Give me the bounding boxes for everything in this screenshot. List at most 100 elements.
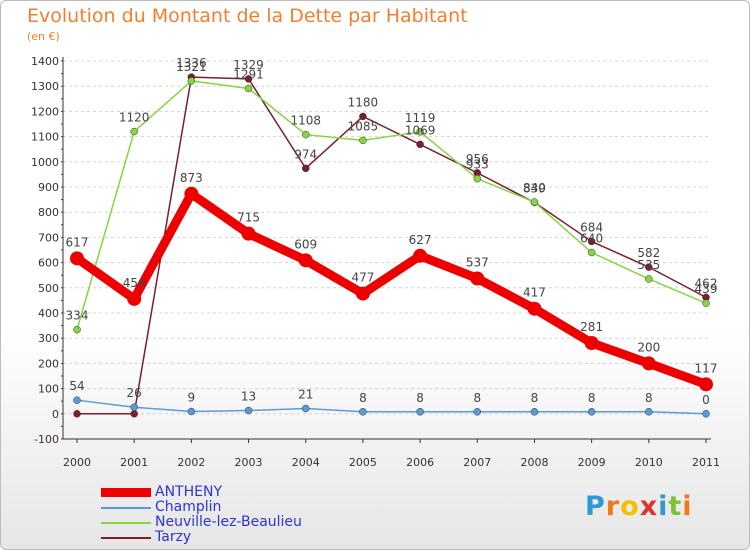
data-point [413,248,428,263]
data-point [73,396,81,404]
legend-item: Champlin [101,500,302,515]
data-label: 1291 [233,67,264,81]
x-tick-label: 2004 [292,456,320,469]
legend-label: ANTHENY [155,484,222,500]
data-label: 933 [466,158,489,172]
legend-item: ANTHENY [101,485,302,500]
data-label: 535 [637,258,660,272]
legend-item: Neuville-lez-Beaulieu [101,515,302,530]
x-tick-label: 2007 [463,456,491,469]
data-point [587,237,596,246]
data-point [527,301,542,316]
data-point [70,251,84,266]
data-label: 9 [188,391,196,405]
data-point [187,77,196,85]
data-label: 8 [531,391,539,405]
data-point [130,403,138,411]
data-point [244,84,253,93]
data-point [645,275,653,283]
data-point [298,253,313,268]
data-point [416,128,424,136]
data-label: 715 [237,211,260,225]
data-point [470,271,485,286]
x-tick-label: 2001 [120,456,148,469]
data-label: 8 [359,391,367,405]
data-label: 1336 [176,56,207,70]
y-tick-label: 0 [52,408,59,421]
data-label: 840 [523,181,546,195]
data-point [587,408,596,416]
data-label: 640 [580,232,603,246]
logo-letter: P [585,491,606,522]
data-label: 417 [523,286,546,300]
y-tick-label: 1300 [31,80,59,93]
logo-letter: t [668,491,683,522]
data-point [645,263,653,271]
data-label: 200 [637,340,660,354]
x-tick-label: 2010 [635,456,663,469]
data-point [530,408,539,416]
y-tick-label: 300 [38,332,59,345]
legend-swatch [101,506,151,509]
series-line-tarzy [76,76,707,415]
data-label: 1108 [290,114,321,128]
data-point [702,410,710,418]
data-point [301,130,310,139]
data-label: 8 [473,391,481,405]
data-point [127,291,142,306]
data-point [301,404,310,413]
data-point [359,136,367,145]
y-tick-label: 700 [38,231,59,244]
legend-label: Neuville-lez-Beaulieu [155,514,302,530]
data-point [187,407,196,416]
data-point [645,408,653,416]
data-label: 477 [351,271,374,285]
x-tick-label: 2000 [63,456,91,469]
data-point [359,408,367,416]
y-tick-label: 1100 [31,131,59,144]
logo-letter: x [639,491,659,522]
data-point [244,75,253,83]
y-tick-label: 1200 [31,105,59,118]
x-tick-label: 2003 [235,456,263,469]
legend-swatch [101,521,151,524]
chart-title: Evolution du Montant de la Dette par Hab… [27,5,468,27]
x-tick-label: 2005 [349,456,377,469]
data-label: 8 [645,391,653,405]
data-label: 1085 [348,119,379,133]
y-tick-label: 1400 [31,55,59,68]
data-point [130,410,138,418]
y-tick-label: 600 [38,257,59,270]
legend-label: Champlin [155,499,222,515]
data-point [641,356,656,371]
data-label: 13 [241,390,256,404]
data-label: 537 [466,255,489,269]
y-tick-label: -100 [34,433,59,446]
data-label: 956 [466,152,489,166]
data-label: 617 [66,235,89,249]
y-tick-label: 1000 [31,156,59,169]
data-point [584,335,599,350]
data-label: 873 [180,171,203,185]
y-tick-label: 900 [38,181,59,194]
data-point [73,410,81,418]
data-label: 439 [695,282,718,296]
data-label: 1180 [348,95,379,109]
y-tick-label: 500 [38,282,59,295]
proxiti-logo: Proxiti [585,491,693,522]
data-point [416,140,424,149]
legend-label: Tarzy [155,529,192,545]
series-line-champlin [76,399,707,415]
legend-item: Tarzy [101,530,302,545]
data-point [301,164,310,173]
data-point [355,286,370,301]
data-point [73,325,81,334]
data-point [702,299,710,307]
data-label: 627 [409,233,432,247]
data-point [473,408,482,416]
data-label: 281 [580,320,603,334]
x-tick-label: 2009 [578,456,606,469]
data-point [416,408,424,416]
logo-letter: i [658,491,669,522]
